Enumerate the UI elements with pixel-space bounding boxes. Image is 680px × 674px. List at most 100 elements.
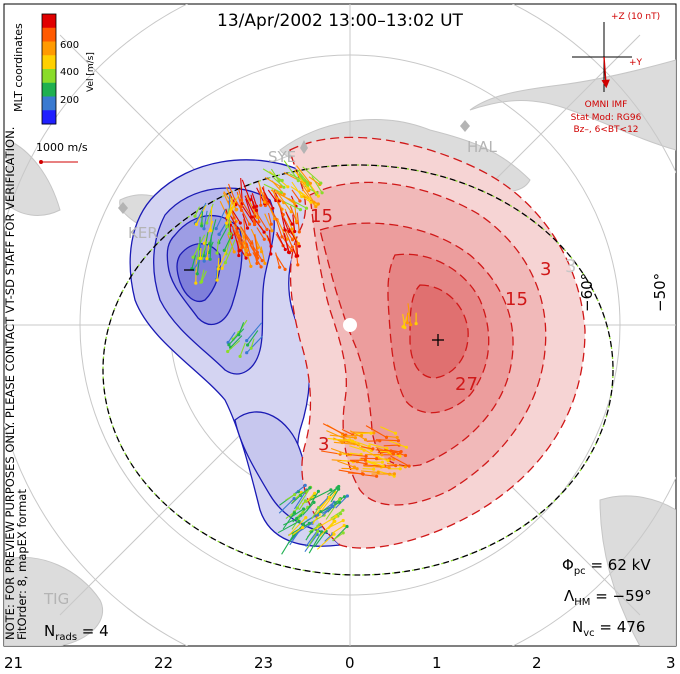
radar-count: Nrads = 4	[44, 622, 109, 643]
velocity-vector-origin	[239, 205, 243, 209]
velocity-vector-origin	[297, 244, 301, 248]
svg-text:ΛHM = −59°: ΛHM = −59°	[564, 587, 652, 608]
velocity-vector	[201, 270, 207, 282]
velocity-vector-origin	[227, 213, 231, 218]
velocity-vector	[275, 195, 285, 204]
colorbar-tick: 400	[60, 67, 79, 78]
velocity-vector-origin	[223, 261, 227, 265]
velocity-vector	[407, 303, 412, 325]
mlt-tick-label: 21	[4, 654, 23, 672]
velocity-vector-origin	[281, 213, 285, 217]
velocity-vector	[241, 179, 251, 201]
latitude-label-60: −60°	[578, 273, 596, 312]
velocity-vector-origin	[244, 256, 248, 260]
velocity-vector	[228, 197, 234, 216]
velocity-vector	[236, 191, 242, 207]
velocity-vector	[283, 518, 297, 526]
velocity-vector	[319, 520, 335, 537]
velocity-vector-origin	[303, 499, 307, 503]
velocity-vector-origin	[257, 220, 261, 224]
phi-subscript: pc	[574, 566, 586, 577]
velocity-vector-origin	[332, 532, 336, 536]
velocity-vector	[250, 194, 255, 208]
velocity-vector-origin	[293, 202, 297, 206]
velocity-vector-origin	[372, 431, 376, 435]
velocity-vector	[281, 534, 295, 555]
velocity-vector	[386, 435, 398, 439]
velocity-vector-origin	[334, 514, 338, 519]
velocity-vector	[314, 516, 337, 530]
velocity-vector-origin	[337, 484, 341, 489]
velocity-vector	[277, 520, 300, 534]
velocity-vector-origin	[253, 222, 257, 226]
velocity-vector-origin	[262, 230, 266, 234]
velocity-vector	[354, 432, 372, 435]
velocity-vector-origin	[269, 252, 273, 256]
velocity-vector	[285, 494, 295, 501]
velocity-vector	[257, 181, 266, 203]
velocity-vector-origin	[308, 486, 312, 490]
velocity-vector-origin	[278, 265, 282, 269]
velocity-vector-origin	[209, 229, 213, 233]
velocity-vector	[230, 335, 243, 348]
velocity-vector	[203, 210, 208, 229]
velocity-vector-origin	[245, 351, 249, 355]
velocity-vector	[279, 208, 286, 231]
velocity-vector-origin	[386, 459, 390, 463]
contour-label: 3	[540, 259, 551, 280]
velocity-vector-origin	[341, 508, 345, 512]
velocity-vector	[284, 201, 301, 211]
velocity-vector-origin	[341, 531, 345, 535]
velocity-vector	[332, 532, 344, 542]
velocity-vector	[350, 452, 362, 456]
velocity-vector-origin	[375, 474, 379, 478]
velocity-vector-origin	[234, 203, 238, 207]
phi-value: = 62 kV	[586, 556, 652, 574]
velocity-vector	[333, 441, 359, 446]
velocity-vector	[245, 198, 253, 218]
station-label-ker: KER	[128, 224, 158, 242]
velocity-vector-origin	[345, 494, 349, 498]
velocity-vector	[308, 176, 321, 185]
velocity-vector	[288, 517, 307, 537]
colorbar-band	[42, 55, 56, 70]
velocity-vector-origin	[342, 523, 346, 528]
velocity-vector	[287, 523, 304, 544]
velocity-vector	[199, 247, 202, 259]
velocity-vector	[373, 454, 389, 462]
colorbar-label: Vel [m/s]	[86, 52, 96, 92]
velocity-vector	[242, 213, 249, 229]
velocity-vector-origin	[352, 465, 356, 469]
velocity-vector	[402, 314, 406, 328]
velocity-vector-origin	[307, 521, 311, 526]
velocity-vector-origin	[280, 178, 284, 183]
velocity-vector	[306, 531, 319, 549]
velocity-vector	[250, 338, 255, 349]
velocity-vector-origin	[239, 198, 244, 202]
velocity-vector	[311, 507, 320, 519]
velocity-vector-origin	[282, 192, 286, 196]
velocity-vector-origin	[235, 230, 239, 234]
imf-source-label: OMNI IMF	[585, 100, 628, 110]
velocity-vector	[282, 512, 295, 530]
velocity-vector-origin	[304, 206, 309, 210]
potential-maximum-marker	[432, 334, 444, 346]
velocity-vector-origin	[308, 181, 312, 185]
colorbar-tick: 600	[60, 40, 79, 51]
velocity-vector-origin	[364, 454, 368, 458]
velocity-vector	[194, 206, 200, 217]
velocity-vector	[267, 212, 272, 225]
velocity-vector-origin	[329, 488, 333, 492]
velocity-vector-origin	[372, 467, 376, 471]
velocity-vector-origin	[245, 226, 250, 230]
velocity-vector	[321, 505, 333, 517]
velocity-vector	[262, 168, 283, 181]
mlt-tick-label: 2	[532, 654, 542, 672]
mlt-tick-label: 22	[154, 654, 173, 672]
velocity-vector-origin	[405, 321, 409, 325]
velocity-vector-origin	[298, 208, 302, 212]
velocity-vector	[360, 470, 379, 473]
velocity-vector-origin	[300, 194, 304, 199]
velocity-vector	[364, 474, 377, 477]
velocity-vector	[298, 172, 308, 187]
